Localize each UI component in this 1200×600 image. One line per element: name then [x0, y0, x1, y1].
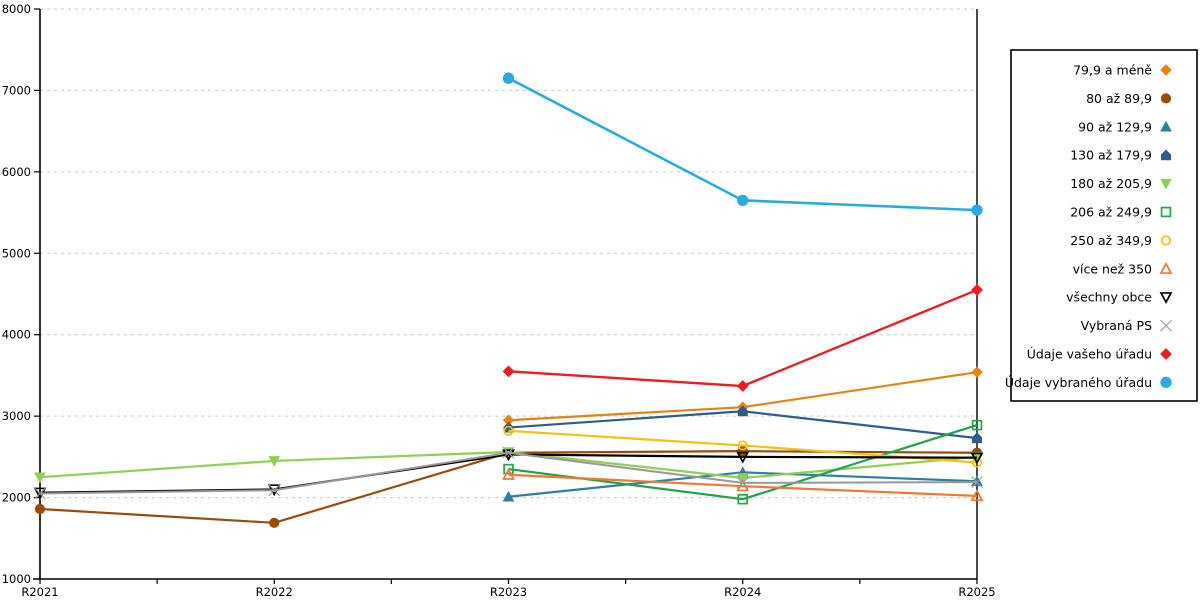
- legend-label: více než 350: [1073, 261, 1152, 276]
- data-point: [971, 284, 983, 296]
- legend-marker-icon: [1160, 235, 1172, 246]
- data-point: [736, 477, 749, 489]
- data-point: [737, 194, 749, 207]
- series-130-a-179-9: [503, 405, 982, 444]
- data-point: [736, 451, 750, 464]
- legend-item: Údaje vybraného úřadu: [1005, 375, 1172, 390]
- legend-label: 79,9 a méně: [1073, 63, 1152, 78]
- data-point: [502, 365, 515, 378]
- y-tick-label: 2000: [2, 491, 31, 505]
- data-point: [970, 489, 984, 502]
- data-point: [503, 425, 514, 436]
- data-point: [971, 419, 983, 431]
- legend-label: 90 až 129,9: [1078, 119, 1152, 134]
- data-point: [736, 380, 749, 392]
- series-daje-vybran-ho-adu: [502, 72, 983, 216]
- legend-marker-icon: [1161, 149, 1171, 161]
- legend-marker-icon: [1160, 348, 1172, 360]
- data-point: [971, 366, 983, 378]
- y-tick-label: 5000: [2, 246, 31, 260]
- legend-item: 80 až 89,9: [1086, 91, 1172, 106]
- data-point: [502, 72, 515, 84]
- series-daje-va-eho-adu: [502, 284, 983, 392]
- data-point: [34, 487, 46, 500]
- series-line: [508, 473, 978, 498]
- data-point: [971, 476, 983, 488]
- legend-item: 130 až 179,9: [1070, 148, 1171, 163]
- data-point: [34, 472, 46, 484]
- legend-label: 250 až 349,9: [1070, 233, 1152, 248]
- data-point: [737, 405, 748, 417]
- y-tick-label: 8000: [2, 2, 31, 16]
- legend-marker-icon: [1160, 120, 1172, 132]
- x-tick-label: R2022: [256, 585, 293, 599]
- legend-item: více než 350: [1073, 261, 1173, 276]
- legend-label: 130 až 179,9: [1070, 148, 1152, 163]
- data-point: [970, 452, 984, 465]
- legend-marker-icon: [1160, 93, 1172, 104]
- legend-item: Vybraná PS: [1081, 318, 1172, 333]
- legend-marker-icon: [1160, 319, 1172, 332]
- data-point: [502, 446, 515, 459]
- legend-marker-icon: [1160, 206, 1172, 218]
- data-point: [971, 475, 983, 487]
- y-tick-label: 7000: [2, 83, 31, 97]
- legend-label: Vybraná PS: [1081, 318, 1152, 333]
- data-point: [269, 517, 280, 528]
- y-tick-label: 1000: [2, 572, 31, 586]
- x-tick-label: R2024: [724, 585, 761, 599]
- data-point: [737, 440, 748, 451]
- series-vybran-ps: [34, 446, 983, 500]
- legend-item: 90 až 129,9: [1078, 119, 1172, 134]
- data-point: [971, 204, 983, 216]
- legend-item: 180 až 205,9: [1070, 176, 1172, 191]
- legend-marker-icon: [1159, 292, 1173, 304]
- x-tick-label: R2025: [958, 585, 995, 599]
- legend-marker-icon: [1160, 178, 1172, 190]
- data-point: [502, 467, 515, 480]
- y-tick-label: 6000: [2, 165, 31, 179]
- legend-label: 80 až 89,9: [1086, 91, 1152, 106]
- legend-box: [1010, 49, 1198, 402]
- y-tick-label: 3000: [2, 409, 31, 423]
- series-90-a-129-9: [502, 466, 983, 502]
- series-line: [39, 450, 978, 524]
- series-line: [507, 77, 978, 212]
- legend-marker-icon: [1160, 376, 1172, 389]
- data-point: [502, 490, 515, 502]
- x-tick-label: R2023: [490, 585, 527, 599]
- legend-label: 206 až 249,9: [1070, 205, 1152, 220]
- data-point: [737, 493, 748, 505]
- data-point: [971, 457, 983, 468]
- legend-item: 79,9 a méně: [1073, 63, 1172, 78]
- x-tick-label: R2021: [21, 585, 58, 599]
- legend-label: 180 až 205,9: [1070, 176, 1152, 191]
- legend-item: všechny obce: [1066, 290, 1173, 305]
- legend-label: Údaje vybraného úřadu: [1005, 375, 1152, 390]
- data-point: [34, 503, 46, 515]
- legend-marker-icon: [1160, 64, 1172, 76]
- data-point: [268, 456, 281, 467]
- data-point: [972, 432, 982, 444]
- legend-label: všechny obce: [1066, 290, 1152, 305]
- legend-label: Údaje vašeho úřadu: [1027, 347, 1152, 362]
- y-tick-label: 4000: [2, 328, 31, 342]
- series-line: [508, 288, 978, 388]
- legend-marker-icon: [1159, 262, 1173, 274]
- legend-item: Údaje vašeho úřadu: [1027, 347, 1172, 362]
- data-point: [268, 484, 281, 497]
- legend-item: 250 až 349,9: [1070, 233, 1172, 248]
- data-point: [503, 463, 514, 475]
- data-point: [736, 473, 749, 485]
- legend-item: 206 až 249,9: [1070, 205, 1172, 220]
